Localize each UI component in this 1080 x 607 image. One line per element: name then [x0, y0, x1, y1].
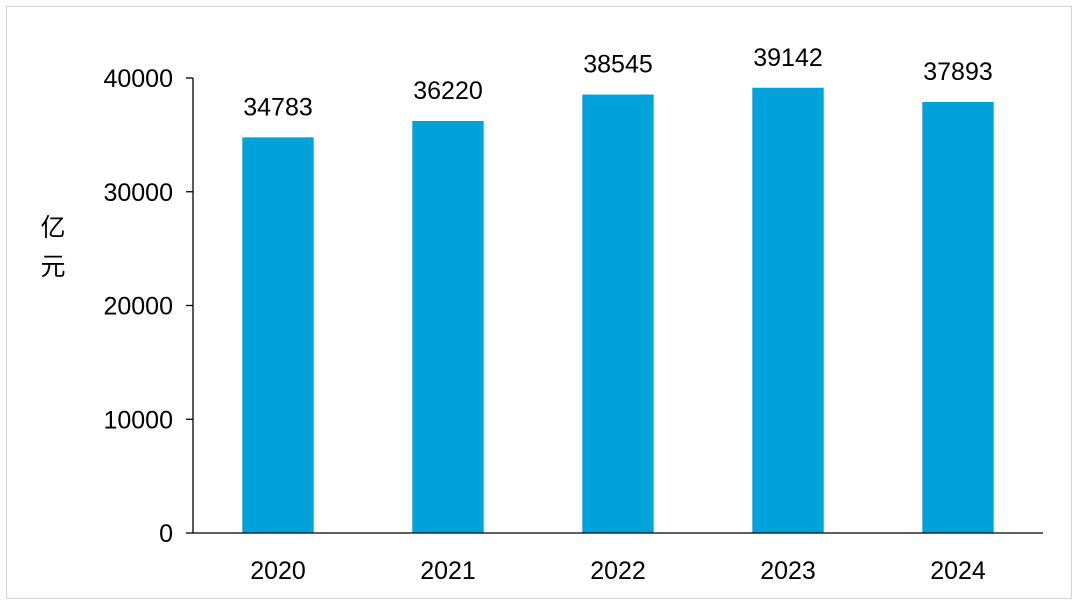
- data-label: 37893: [923, 58, 993, 86]
- data-label: 39142: [753, 44, 823, 72]
- x-tick-label: 2021: [420, 557, 476, 585]
- bar-2021: [412, 120, 484, 533]
- y-axis-title: 亿元: [40, 214, 65, 281]
- x-tick-label: 2022: [590, 557, 646, 585]
- bar-2023: [752, 87, 824, 533]
- bar-2022: [582, 94, 654, 533]
- data-labels: 34783 36220 38545 39142 37893: [243, 44, 993, 122]
- x-axis: 2020 2021 2022 2023 2024: [193, 532, 1043, 585]
- y-axis-title-char: 元: [40, 253, 65, 281]
- data-label: 38545: [583, 51, 653, 79]
- y-tick-label: 30000: [103, 179, 173, 207]
- y-tick-label: 0: [159, 520, 173, 548]
- y-axis: 0 10000 20000 30000 40000: [103, 65, 194, 548]
- bar-2020: [242, 137, 314, 533]
- y-tick-label: 20000: [103, 293, 173, 321]
- bars: [242, 87, 994, 533]
- y-tick-label: 40000: [103, 65, 173, 93]
- bar-2024: [922, 101, 994, 533]
- x-tick-label: 2020: [250, 557, 306, 585]
- data-label: 34783: [243, 93, 313, 121]
- x-tick-label: 2024: [930, 557, 986, 585]
- chart-frame: 亿元 0 10000 20000 30000 40000 2020 2021 2022 202…: [6, 6, 1072, 599]
- data-label: 36220: [413, 77, 483, 105]
- x-tick-label: 2023: [760, 557, 816, 585]
- y-tick-label: 10000: [103, 406, 173, 434]
- y-axis-title-char: 亿: [40, 214, 65, 242]
